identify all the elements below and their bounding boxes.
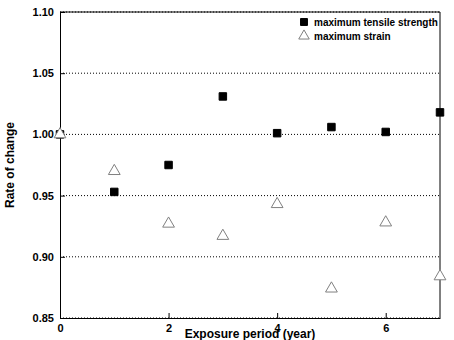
point [217, 229, 229, 239]
grid-line [60, 12, 440, 13]
y-tick-mark [60, 318, 65, 319]
point [54, 128, 66, 138]
point [436, 109, 443, 116]
y-tick: 0.95 [33, 190, 65, 202]
legend-label: maximum tensile strength [314, 17, 438, 28]
y-tick: 0.90 [33, 251, 65, 263]
y-tick-mark [60, 257, 65, 258]
legend-label: maximum strain [314, 31, 391, 42]
legend-marker [299, 30, 310, 39]
point [165, 161, 172, 168]
y-tick-label: 1.10 [33, 6, 54, 18]
point [108, 164, 120, 174]
point [273, 129, 280, 136]
grid-line [60, 256, 440, 257]
point [328, 123, 335, 130]
y-tick-label: 0.85 [33, 312, 54, 324]
point [219, 93, 226, 100]
point [326, 282, 338, 292]
y-tick-label: 0.95 [33, 190, 54, 202]
x-tick: 6 [383, 313, 389, 334]
y-tick: 1.05 [33, 67, 65, 79]
x-tick: 2 [166, 313, 172, 334]
y-tick-label: 1.05 [33, 67, 54, 79]
x-axis-line [61, 318, 441, 319]
y-tick: 1.00 [33, 128, 65, 140]
legend-marker [301, 19, 308, 26]
y-tick-label: 0.90 [33, 251, 54, 263]
y-axis-title: Rate of change [3, 122, 17, 208]
x-tick-label: 2 [166, 322, 172, 334]
y-tick-label: 1.00 [33, 128, 54, 140]
y-tick-mark [60, 196, 65, 197]
point [163, 217, 175, 227]
frame [60, 12, 440, 13]
points [54, 93, 446, 292]
legend: maximum tensile strength maximum strain [299, 17, 438, 42]
series [54, 128, 446, 292]
y-axis: 0.85 0.90 0.95 1.00 1.05 1.10 [33, 6, 65, 324]
chart: 02460.850.900.951.001.051.10Exposure per… [0, 0, 454, 340]
point [380, 216, 392, 226]
x-axis-title: Exposure period (year) [185, 327, 316, 340]
y-tick: 1.10 [33, 6, 65, 18]
y-tick: 0.85 [33, 312, 65, 324]
grid-line [60, 73, 440, 74]
y-tick-mark [60, 12, 65, 13]
grid [60, 12, 440, 318]
point [382, 128, 389, 135]
x-tick-label: 0 [57, 322, 63, 334]
y-tick-mark [60, 73, 65, 74]
grid-line [60, 318, 440, 319]
y-axis-line [60, 13, 61, 319]
x-tick-mark [386, 313, 387, 318]
series [56, 93, 443, 196]
x-tick-mark [169, 313, 170, 318]
point [434, 270, 446, 280]
point [111, 188, 118, 195]
x-tick-label: 6 [383, 322, 389, 334]
plot: 02460.850.900.951.001.051.10 [33, 6, 446, 334]
point [271, 197, 283, 207]
x-tick-mark [277, 313, 278, 318]
